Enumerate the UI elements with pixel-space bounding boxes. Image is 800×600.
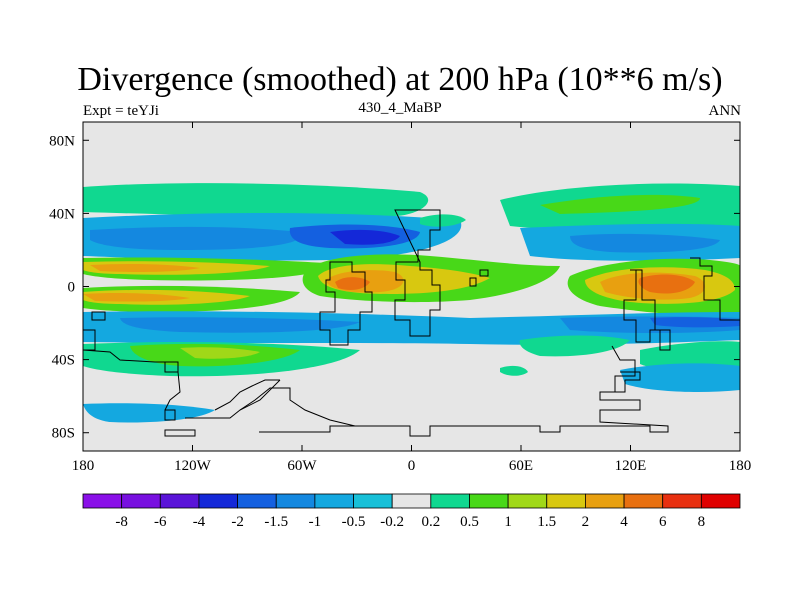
field-atl-max-red [335, 277, 370, 290]
contour-field [83, 183, 740, 423]
x-tick-label: 60E [509, 458, 533, 474]
x-tick-label: 120W [174, 458, 212, 474]
colorbar-swatch [662, 493, 702, 509]
season-label: ANN [708, 103, 742, 119]
field-sh-blue-east-low [620, 363, 740, 392]
field-sh-yellow [180, 347, 260, 359]
colorbar-swatch [700, 493, 741, 509]
colorbar-swatch [314, 493, 354, 509]
colorbar: -8 -6 -4 -2 -1.5 -1 -0.5 -0.2 0.2 0.5 1 1.5 2 4 6 8 [82, 493, 741, 530]
x-tick-label: 180 [72, 458, 95, 474]
colorbar-swatch [353, 493, 393, 509]
coast-south-ocean [214, 379, 280, 411]
coast-australia [600, 345, 636, 393]
x-tick-label: 0 [408, 458, 416, 474]
colorbar-label: -4 [193, 514, 206, 530]
colorbar-label: -8 [115, 514, 128, 530]
colorbar-swatch [585, 493, 625, 509]
field-sh-blue-min-east [650, 317, 740, 328]
coast-central-america [185, 379, 281, 419]
field-nh-blue-min [330, 229, 400, 245]
coast-africa [394, 209, 441, 337]
field-nh-blue-core-east [570, 233, 720, 253]
colorbar-label: -0.5 [342, 514, 366, 530]
colorbar-label: -1.5 [264, 514, 288, 530]
field-eq-south-orange [83, 293, 190, 302]
coast-east-asia [690, 257, 740, 321]
colorbar-label: 4 [620, 514, 628, 530]
colorbar-label: 1.5 [537, 514, 556, 530]
colorbar-label: -0.2 [380, 514, 404, 530]
x-tick-label: 120E [615, 458, 647, 474]
coast-antarctica [259, 371, 669, 437]
colorbar-swatch [546, 493, 586, 509]
colorbar-label: 8 [698, 514, 706, 530]
colorbar-label: -2 [231, 514, 244, 530]
field-eq-north-orange [90, 264, 200, 272]
experiment-label: Expt = teYJi [83, 103, 159, 119]
colorbar-swatch [275, 493, 316, 509]
y-tick-label: 40N [49, 206, 75, 222]
y-tick-label: 0 [68, 280, 76, 296]
field-nh-green-band [83, 183, 429, 217]
field-sh-highlat-blue [83, 403, 215, 423]
colorbar-label: 0.2 [421, 514, 440, 530]
field-nh-lime [540, 194, 700, 214]
y-tick-label: 80S [52, 426, 75, 442]
field-sh-green-small [500, 365, 528, 376]
coast-pacific-lower [83, 349, 181, 411]
colorbar-swatch [430, 493, 470, 509]
field-sh-green-east [519, 335, 630, 357]
colorbar-label: -6 [154, 514, 167, 530]
chart-title: Divergence (smoothed) at 200 hPa (10**6 … [77, 61, 723, 98]
y-tick-label: 40S [52, 353, 75, 369]
colorbar-swatch [469, 493, 509, 509]
x-axis: 180 120W 60W 0 60E 120E 180 [72, 122, 752, 474]
colorbar-swatch [159, 493, 200, 509]
field-wp-red [638, 274, 695, 294]
field-sh-blue-core [120, 317, 360, 333]
x-tick-label: 60W [287, 458, 317, 474]
coast-antarctic-peninsula [239, 387, 356, 427]
colorbar-swatch [121, 493, 161, 509]
coast-north-africa-small [469, 269, 489, 287]
run-label: 430_4_MaBP [358, 100, 442, 116]
field-nh-blue-core [90, 226, 302, 250]
colorbar-label: 2 [582, 514, 590, 530]
colorbar-label: 6 [659, 514, 667, 530]
colorbar-swatch [237, 493, 277, 509]
x-tick-label: 180 [729, 458, 752, 474]
coastlines [83, 209, 740, 437]
colorbar-label: -1 [309, 514, 322, 530]
colorbar-swatch [82, 493, 123, 509]
colorbar-label: 0.5 [460, 514, 479, 530]
colorbar-swatch [623, 493, 664, 509]
colorbar-swatch [198, 493, 238, 509]
colorbar-swatch [391, 493, 432, 509]
coast-south-america [319, 261, 373, 346]
colorbar-swatch [507, 493, 548, 509]
colorbar-label: 1 [504, 514, 512, 530]
y-tick-label: 80N [49, 133, 75, 149]
field-sh-highlat-green [420, 214, 466, 227]
coast-maritime [623, 269, 671, 351]
y-axis: 80N 40N 0 40S 80S [49, 133, 740, 442]
